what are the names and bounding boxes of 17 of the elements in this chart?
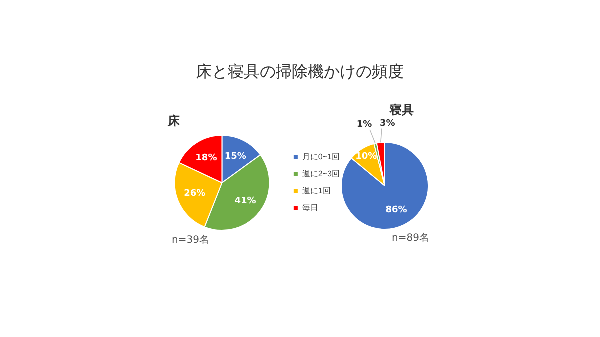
legend-label: 月に0~1回 <box>302 152 340 162</box>
data-label: 18% <box>196 153 218 164</box>
legend-label: 週に1回 <box>302 186 331 196</box>
data-label: 1% <box>356 120 372 130</box>
legend-label: 週に2~3回 <box>302 170 340 179</box>
chart-title: 寝具 <box>390 102 414 119</box>
text: n=89名 <box>392 232 430 245</box>
chart-subtitle: 床 <box>168 113 180 130</box>
data-label: 86% <box>386 206 408 216</box>
legend-label: 毎日 <box>302 204 318 213</box>
data-label: 10% <box>356 152 378 162</box>
data-label: 26% <box>184 189 206 200</box>
text: n=39名 <box>172 234 210 247</box>
chart-title: 床と寝具の掃除機かけの頻度 <box>195 62 405 83</box>
data-label: 41% <box>234 196 256 206</box>
data-label: 15% <box>224 152 246 162</box>
data-label: 3% <box>380 119 396 130</box>
